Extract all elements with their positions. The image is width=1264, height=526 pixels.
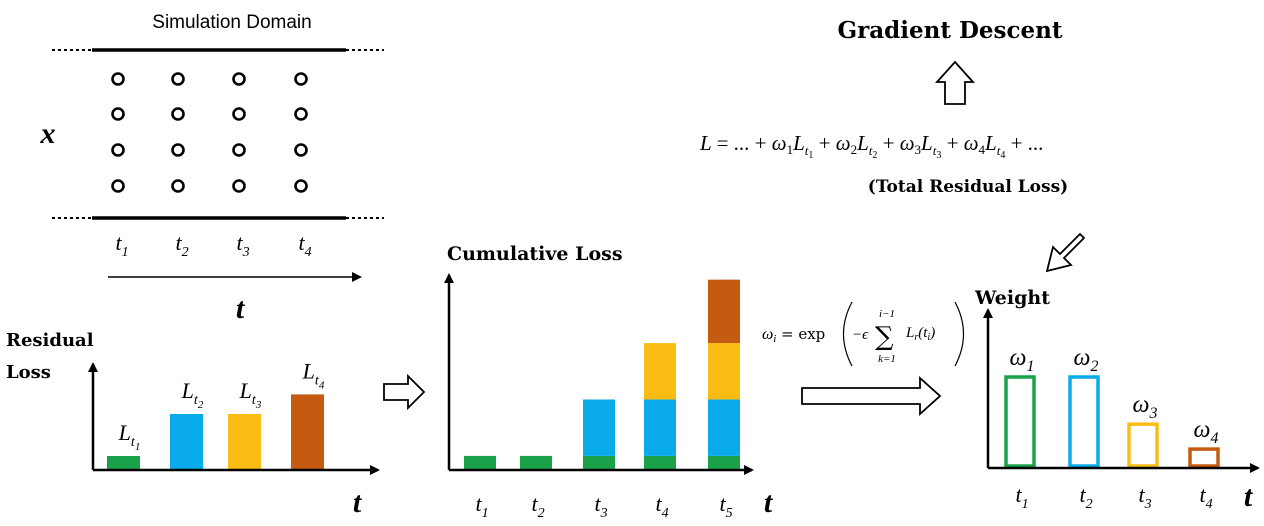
cumulative-bar-segment (708, 279, 740, 344)
cumulative-time-ticks: t1 t2 t3 t4 t5 (475, 491, 732, 521)
weight-panel: Weight ω1 t1 ω2 t2 ω3 t3 ω4 t4 t (974, 287, 1260, 513)
cumulative-bar-segment (644, 399, 676, 456)
cumulative-tick-label: t5 (719, 491, 732, 521)
formula-left-paren (843, 301, 853, 367)
circle-point-icon (111, 72, 125, 86)
circle-point-icon (171, 143, 185, 157)
cumulative-t-label: t (764, 486, 774, 519)
weight-bar (1127, 422, 1159, 468)
cumulative-tick-label: t3 (594, 491, 607, 521)
weight-tick-label: t3 (1138, 482, 1151, 512)
weight-t-label: t (1244, 480, 1254, 513)
formula-sum-bottom: k=1 (878, 353, 896, 365)
domain-tick-label: t1 (115, 230, 128, 260)
residual-bar-label: Lt4 (302, 358, 325, 391)
weight-formula: ωi = exp −ϵ ∑ i−1 k=1 Lr(ti) (762, 301, 964, 367)
right-hollow-arrow-icon (383, 373, 426, 411)
residual-ylabel-line1: Residual (6, 330, 94, 351)
circle-point-icon (111, 143, 125, 157)
weight-title: Weight (974, 287, 1050, 309)
residual-bar-label: Lt1 (118, 420, 141, 453)
formula-exp: = exp (781, 325, 825, 343)
total-loss-equation: L = ... + ω1Lt1 + ω2Lt2 + ω3Lt3 + ω4Lt4 … (699, 131, 1068, 197)
domain-tick-label: t3 (236, 230, 249, 260)
formula-lhs: ωi (762, 326, 776, 345)
circle-point-icon (171, 72, 185, 86)
circle-point-icon (294, 72, 308, 86)
cumulative-bar-segment (644, 455, 676, 470)
formula-sum-sign: ∑ (875, 322, 894, 352)
cumulative-bar-segment (644, 343, 676, 400)
long-right-hollow-arrow-icon (801, 375, 942, 417)
formula-right-paren (954, 301, 964, 367)
diagonal-hollow-arrow-icon (1045, 232, 1086, 273)
weight-bar-label: ω2 (1074, 345, 1099, 375)
formula-term: Lr(ti) (905, 325, 935, 343)
circle-point-icon (294, 143, 308, 157)
cumulative-bar-segment (708, 455, 740, 470)
residual-bar-label: Lt3 (239, 378, 262, 411)
circle-point-icon (171, 107, 185, 121)
formula-minus-eps: −ϵ (852, 327, 869, 343)
cumulative-bars (464, 279, 740, 470)
domain-t-label: t (236, 292, 246, 325)
weight-bar-label: ω3 (1133, 392, 1158, 422)
domain-time-ticks: t1 t2 t3 t4 (115, 230, 311, 260)
weight-tick-label: t2 (1079, 482, 1092, 512)
weight-bar-label: ω4 (1194, 417, 1219, 447)
weight-tick-label: t1 (1015, 482, 1028, 512)
cumulative-bar-segment (708, 343, 740, 400)
cumulative-title: Cumulative Loss (447, 243, 623, 265)
residual-bars: Lt1 Lt2 Lt3 Lt4 (107, 358, 325, 470)
circle-point-icon (294, 107, 308, 121)
weight-bar (1068, 375, 1100, 468)
gradient-descent-title: Gradient Descent (838, 17, 1063, 44)
cumulative-loss-panel: Cumulative Loss t1 t2 t3 t4 t5 t (444, 243, 774, 521)
cumulative-bar-segment (708, 399, 740, 456)
circle-point-icon (232, 107, 246, 121)
total-loss-caption: (Total Residual Loss) (868, 177, 1068, 197)
circle-point-icon (171, 179, 185, 193)
total-loss-formula: L = ... + ω1Lt1 + ω2Lt2 + ω3Lt3 + ω4Lt4 … (699, 131, 1043, 161)
residual-bar (170, 414, 203, 470)
circle-point-icon (232, 143, 246, 157)
cumulative-tick-label: t2 (531, 491, 544, 521)
cumulative-tick-label: t4 (655, 491, 668, 521)
domain-x-label: x (40, 117, 56, 150)
domain-tick-label: t2 (175, 230, 188, 260)
residual-ylabel-line2: Loss (6, 362, 51, 383)
cumulative-bar-segment (520, 455, 552, 470)
cumulative-bar-segment (583, 455, 615, 470)
residual-bar-label: Lt2 (181, 378, 204, 411)
weight-bar-label: ω1 (1010, 345, 1035, 375)
weight-bars: ω1 t1 ω2 t2 ω3 t3 ω4 t4 (1004, 345, 1220, 512)
domain-title: Simulation Domain (152, 12, 311, 33)
circle-point-icon (111, 107, 125, 121)
circle-point-icon (232, 72, 246, 86)
residual-bar (228, 414, 261, 470)
weight-bar (1004, 375, 1036, 468)
weight-tick-label: t4 (1199, 482, 1212, 512)
residual-loss-panel: Residual Loss Lt1 Lt2 Lt3 Lt4 t (6, 330, 380, 519)
residual-bar (291, 394, 324, 470)
cumulative-bar-segment (583, 399, 615, 456)
residual-t-label: t (353, 486, 363, 519)
cumulative-bar-segment (464, 455, 496, 470)
domain-tick-label: t4 (298, 230, 311, 260)
residual-bar (107, 456, 140, 470)
simulation-domain-panel: Simulation Domain x t1 t2 t3 t4 t (40, 12, 384, 325)
weight-bar (1188, 447, 1220, 468)
collocation-point-grid (111, 72, 308, 193)
formula-sum-top: i−1 (879, 308, 895, 320)
up-hollow-arrow-icon (934, 60, 976, 105)
circle-point-icon (294, 179, 308, 193)
cumulative-tick-label: t1 (475, 491, 488, 521)
circle-point-icon (232, 179, 246, 193)
circle-point-icon (111, 179, 125, 193)
